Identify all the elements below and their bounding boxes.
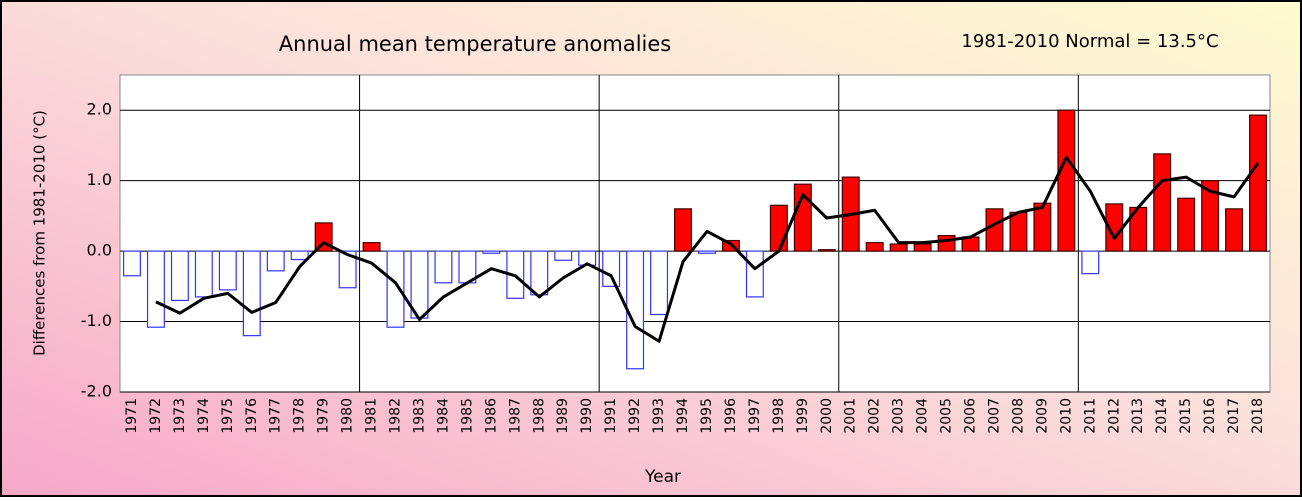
bar <box>434 250 453 284</box>
x-tick-label: 2009 <box>1034 398 1050 434</box>
bar <box>913 243 932 252</box>
x-tick-label: 1971 <box>124 398 140 434</box>
chart-title: Annual mean temperature anomalies <box>279 32 671 56</box>
bar <box>218 250 237 291</box>
trend-line <box>155 155 1260 343</box>
x-tick-label: 1980 <box>340 398 356 434</box>
x-tick-label: 1998 <box>771 398 787 434</box>
bar <box>338 250 357 289</box>
bar <box>1177 197 1196 252</box>
y-tick-label: -1.0 <box>81 311 112 330</box>
y-tick-label: 2.0 <box>87 100 112 119</box>
bar <box>817 249 836 252</box>
x-tick-label: 1999 <box>795 398 811 434</box>
x-tick-label: 2015 <box>1178 398 1194 434</box>
bar <box>362 242 381 252</box>
x-tick-label: 2012 <box>1106 398 1122 434</box>
x-tick-label: 1972 <box>148 398 164 434</box>
bar <box>290 250 309 261</box>
bar <box>937 235 956 252</box>
x-tick-label: 1986 <box>483 398 499 434</box>
x-tick-label: 1976 <box>244 398 260 434</box>
annotation: 1981-2010 Normal = 13.5°C <box>961 31 1218 52</box>
x-tick-label: 1992 <box>627 398 643 434</box>
bar <box>1249 114 1268 252</box>
x-tick-label: 1975 <box>220 398 236 434</box>
y-tick-label: 0.0 <box>87 241 112 260</box>
bar <box>769 204 788 252</box>
bar <box>1009 211 1028 252</box>
x-tick-label: 1991 <box>603 398 619 434</box>
x-tick-label: 2016 <box>1202 398 1218 434</box>
bar <box>266 250 285 272</box>
bar <box>482 250 501 254</box>
x-tick-label: 1987 <box>507 398 523 434</box>
x-tick-label: 1979 <box>316 398 332 434</box>
bar <box>1081 250 1100 275</box>
x-tick-label: 1984 <box>435 398 451 434</box>
x-tick-label: 2000 <box>819 398 835 434</box>
bar <box>386 250 405 328</box>
x-tick-label: 1988 <box>531 398 547 434</box>
bar <box>650 250 669 316</box>
bar <box>697 250 716 254</box>
bar <box>554 250 573 261</box>
x-tick-label: 2004 <box>915 398 931 434</box>
x-tick-label: 2002 <box>867 398 883 434</box>
bar <box>1225 208 1244 252</box>
x-tick-label: 1985 <box>459 398 475 434</box>
bar <box>122 250 141 277</box>
x-tick-label: 1981 <box>364 398 380 434</box>
x-tick-label: 1982 <box>388 398 404 434</box>
x-tick-label: 2013 <box>1130 398 1146 434</box>
bar <box>1201 180 1220 252</box>
x-tick-label: 2014 <box>1154 398 1170 434</box>
y-axis-label: Differences from 1981-2010 (°C) <box>31 110 49 356</box>
x-tick-label: 1973 <box>172 398 188 434</box>
x-tick-label: 1978 <box>292 398 308 434</box>
x-tick-label: 2018 <box>1250 398 1266 434</box>
x-tick-label: 1995 <box>699 398 715 434</box>
x-tick-label: 1990 <box>579 398 595 434</box>
x-tick-label: 2010 <box>1058 398 1074 434</box>
x-tick-label: 2011 <box>1082 398 1098 434</box>
bar <box>530 250 549 296</box>
x-tick-label: 1977 <box>268 398 284 434</box>
x-tick-label: 1974 <box>196 398 212 434</box>
bar <box>146 250 165 328</box>
bar <box>242 250 261 337</box>
x-tick-label: 1983 <box>411 398 427 434</box>
bar <box>170 250 189 302</box>
bar <box>194 250 213 298</box>
y-tick-label: -2.0 <box>81 382 112 401</box>
bar <box>865 242 884 252</box>
bar <box>674 208 693 252</box>
x-tick-label: 2017 <box>1226 398 1242 434</box>
x-tick-label: 2007 <box>986 398 1002 434</box>
x-tick-label: 1994 <box>675 398 691 434</box>
x-tick-label: 2003 <box>891 398 907 434</box>
bar <box>745 250 764 298</box>
bar <box>626 250 645 370</box>
x-axis-label: Year <box>644 467 681 487</box>
x-tick-label: 1993 <box>651 398 667 434</box>
x-tick-label: 1997 <box>747 398 763 434</box>
bar <box>1057 109 1076 252</box>
y-tick-label: 1.0 <box>87 170 112 189</box>
bar <box>1153 153 1172 252</box>
x-tick-label: 1989 <box>555 398 571 434</box>
x-tick-label: 2001 <box>843 398 859 434</box>
bar <box>889 243 908 252</box>
bar <box>985 208 1004 252</box>
x-tick-label: 2006 <box>963 398 979 434</box>
bar <box>1033 202 1052 252</box>
plot-area <box>119 74 1271 393</box>
x-tick-label: 2005 <box>939 398 955 434</box>
x-tick-label: 1996 <box>723 398 739 434</box>
x-tick-label: 2008 <box>1010 398 1026 434</box>
bar <box>602 250 621 287</box>
